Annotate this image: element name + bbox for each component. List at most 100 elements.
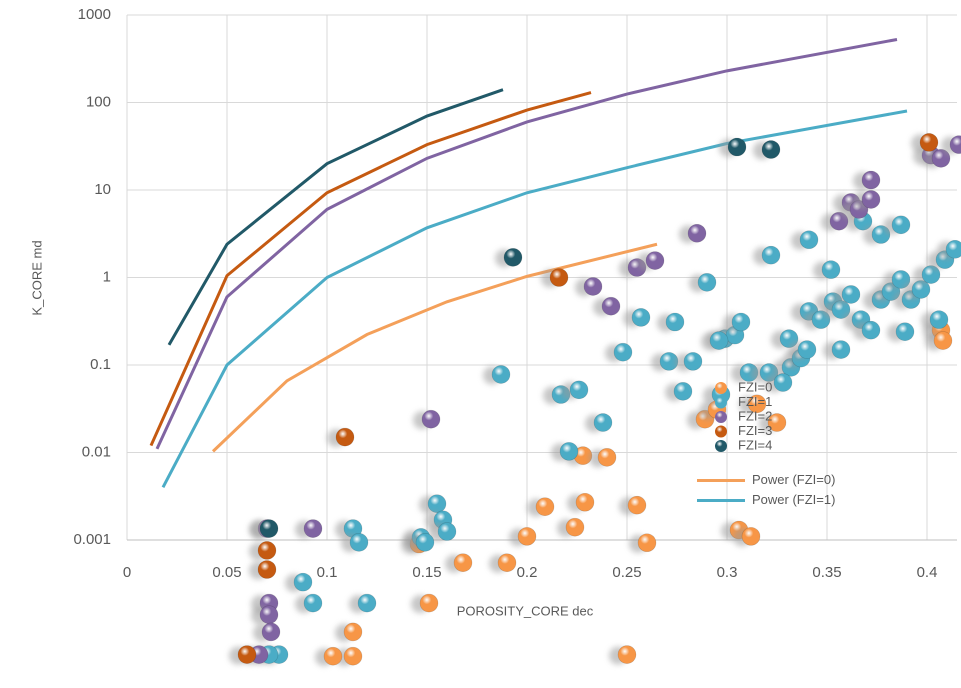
scatter-point	[683, 352, 703, 371]
x-tick-label: 0.15	[412, 564, 441, 581]
trendline	[149, 91, 592, 447]
x-axis-label: POROSITY_CORE dec	[457, 603, 594, 618]
y-tick-label: 0.1	[90, 356, 111, 373]
scatter-point	[637, 533, 657, 553]
scatter-point	[293, 572, 313, 592]
x-tick-label: 0	[123, 564, 131, 581]
trendline	[155, 38, 898, 450]
scatter-point	[535, 497, 555, 517]
trendline	[167, 88, 504, 346]
y-tick-label: 10	[94, 181, 111, 198]
scatter-point	[343, 622, 363, 642]
scatter-point	[335, 427, 355, 447]
legend-label: FZI=3	[738, 423, 772, 438]
scatter-point	[517, 527, 537, 546]
scatter-point	[303, 593, 323, 613]
scatter-point	[631, 308, 651, 327]
scatter-point	[665, 312, 685, 332]
scatter-point	[237, 645, 257, 664]
scatter-point	[799, 230, 819, 250]
legend-label: FZI=2	[738, 408, 772, 423]
scatter-point	[761, 140, 781, 159]
scatter-point	[421, 409, 441, 429]
scatter-point	[497, 553, 517, 573]
scatter-point	[773, 373, 793, 392]
scatter-point	[761, 245, 781, 265]
y-tick-label: 1000	[78, 6, 111, 23]
scatter-point	[767, 413, 787, 432]
y-tick-label: 100	[86, 93, 111, 110]
scatter-point	[259, 605, 279, 625]
x-tick-label: 0.05	[212, 564, 241, 581]
legend-label: Power (FZI=0)	[752, 472, 835, 487]
legend-label: FZI=1	[738, 394, 772, 409]
y-tick-label: 0.001	[73, 531, 111, 548]
scatter-point	[437, 522, 457, 541]
scatter-point	[357, 593, 377, 613]
scatter-point	[821, 260, 841, 279]
scatter-point	[741, 527, 761, 546]
scatter-point	[491, 365, 511, 384]
legend-marker	[715, 396, 727, 409]
scatter-point	[861, 190, 881, 209]
scatter-point	[323, 646, 343, 666]
scatter-point	[949, 135, 961, 154]
scatter-point	[569, 380, 589, 400]
x-tick-label: 0.1	[317, 564, 338, 581]
legend-label: FZI=0	[738, 379, 772, 394]
scatter-point	[933, 331, 953, 350]
x-tick-label: 0.4	[917, 564, 938, 581]
scatter-point	[419, 593, 439, 613]
y-tick-label: 0.01	[82, 443, 111, 460]
scatter-point	[627, 495, 647, 515]
scatter-point	[697, 273, 717, 292]
scatter-point	[349, 533, 369, 552]
x-tick-label: 0.3	[717, 564, 738, 581]
scatter-point	[303, 519, 323, 538]
x-tick-label: 0.35	[812, 564, 841, 581]
scatter-point	[829, 211, 849, 231]
scatter-point	[645, 251, 665, 270]
scatter-point	[601, 296, 621, 316]
scatter-point	[727, 137, 747, 157]
scatter-point	[593, 413, 613, 432]
scatter-point	[731, 312, 751, 332]
scatter-point	[343, 646, 363, 666]
scatter-point	[895, 322, 915, 342]
y-tick-label: 1	[103, 268, 111, 285]
scatter-point	[931, 149, 951, 168]
scatter-point	[929, 310, 949, 329]
legend-marker	[715, 382, 727, 394]
scatter-point	[861, 320, 881, 340]
y-axis-label: K_CORE md	[29, 240, 44, 315]
scatter-point	[427, 494, 447, 513]
scatter-point	[503, 248, 523, 267]
scatter-point	[415, 533, 435, 552]
scatter-point	[861, 170, 881, 190]
scatter-point	[261, 622, 281, 642]
scatter-point	[259, 519, 279, 538]
scatter-point	[919, 133, 939, 152]
scatter-point	[453, 553, 473, 573]
scatter-point	[617, 645, 637, 664]
scatter-point	[673, 382, 693, 401]
scatter-point	[613, 342, 633, 362]
trendline	[161, 109, 908, 489]
legend-marker	[715, 440, 727, 452]
scatter-point	[945, 240, 961, 259]
legend-label: Power (FZI=1)	[752, 492, 835, 507]
scatter-point	[257, 560, 277, 579]
scatter-point	[257, 541, 277, 560]
scatter-point	[797, 340, 817, 359]
scatter-point	[549, 268, 569, 287]
scatter-point	[583, 277, 603, 296]
legend-marker	[715, 425, 727, 438]
scatter-point	[565, 517, 585, 537]
x-tick-label: 0.25	[612, 564, 641, 581]
scatter-point	[709, 331, 729, 350]
scatter-point	[831, 340, 851, 359]
scatter-point	[841, 285, 861, 304]
x-tick-label: 0.2	[517, 564, 538, 581]
legend-label: FZI=4	[738, 437, 772, 452]
